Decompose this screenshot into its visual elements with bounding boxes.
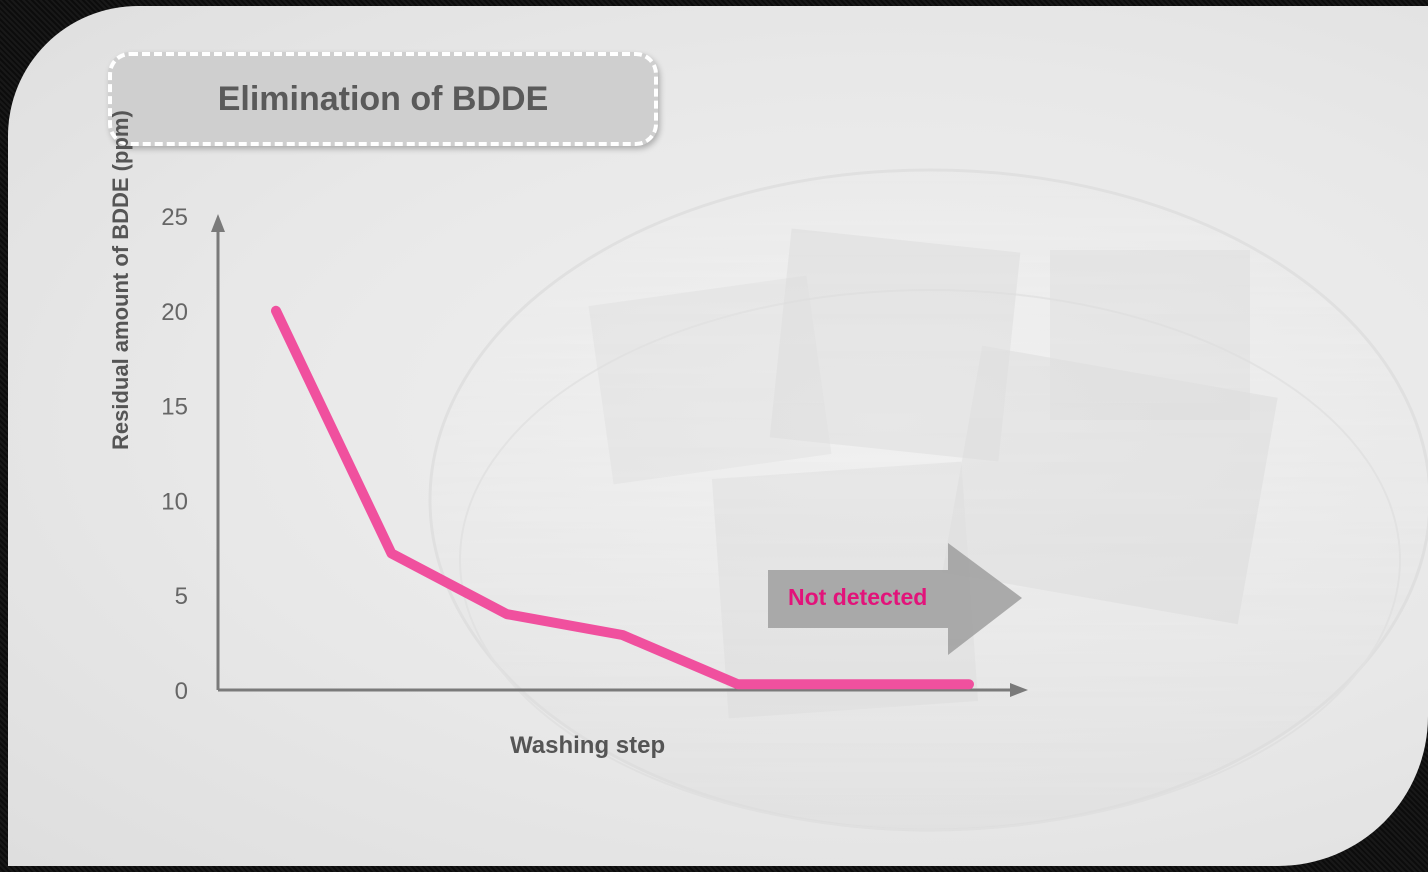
y-tick-label: 15 — [161, 394, 188, 421]
x-axis-arrowhead — [1010, 683, 1028, 697]
chart-title-box: Elimination of BDDE — [108, 52, 658, 146]
y-tick-label: 10 — [161, 488, 188, 515]
y-tick-label: 25 — [161, 204, 188, 231]
not-detected-arrow — [768, 543, 1022, 655]
y-axis-label: Residual amount of BDDE (ppm) — [108, 110, 133, 450]
y-tick-labels: 0 5 10 15 20 25 — [161, 204, 188, 705]
series-lines — [271, 305, 974, 690]
y-tick-label: 0 — [175, 678, 188, 705]
y-tick-label: 20 — [161, 299, 188, 326]
y-tick-label: 5 — [175, 583, 188, 610]
chart-title: Elimination of BDDE — [217, 79, 549, 118]
not-detected-label: Not detected — [788, 584, 928, 610]
background-photo — [428, 168, 1428, 832]
x-axis-label: Washing step — [510, 732, 666, 759]
y-axis-arrowhead — [211, 214, 225, 232]
axes — [211, 214, 1028, 697]
